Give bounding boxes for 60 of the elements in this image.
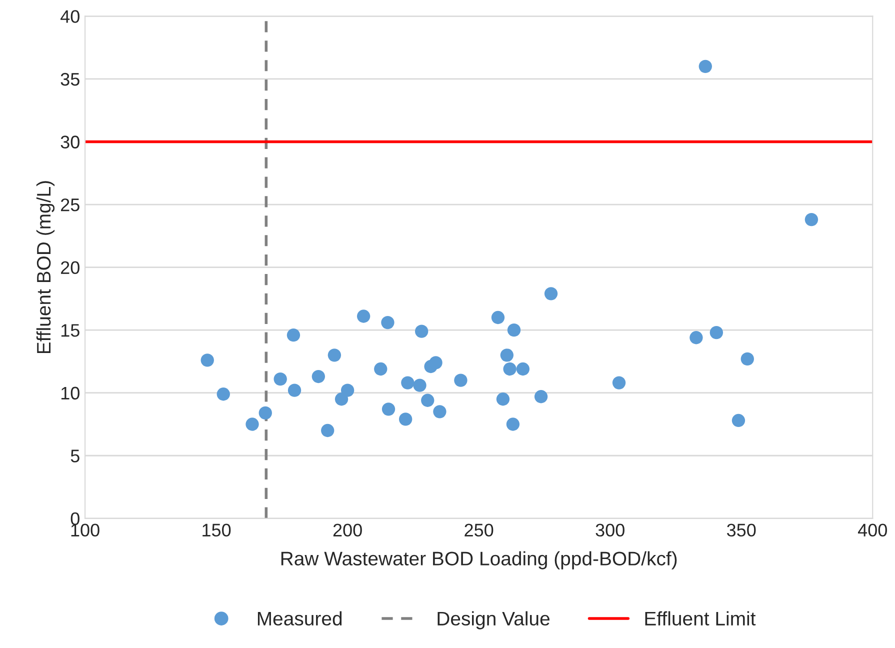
y-tick-label: 25 [60, 198, 80, 212]
x-axis-title: Raw Wastewater BOD Loading (ppd-BOD/kcf) [281, 551, 677, 570]
point [382, 402, 396, 416]
point [340, 384, 354, 397]
point [507, 323, 521, 337]
point [246, 418, 259, 431]
point [612, 376, 626, 390]
x-tick-label: 400 [858, 524, 887, 537]
y-tick-label: 15 [61, 324, 80, 337]
point [398, 412, 412, 426]
point [429, 356, 442, 370]
y-tick-label: 35 [60, 72, 80, 86]
point [216, 388, 230, 401]
point [321, 424, 334, 438]
point [690, 331, 703, 344]
y-tick-label: 5 [70, 450, 80, 462]
point [274, 372, 287, 386]
legend-label: Effluent Limit [645, 611, 756, 626]
x-tick-label: 200 [333, 524, 362, 537]
point [500, 348, 514, 362]
point [433, 405, 446, 418]
point [491, 310, 505, 324]
point [503, 362, 516, 376]
point [740, 352, 754, 366]
point [200, 354, 214, 367]
x-tick-label: 100 [71, 524, 100, 537]
point [312, 370, 326, 384]
x-tick-label: 350 [726, 524, 756, 537]
x-tick-label: 150 [202, 524, 231, 537]
point [506, 418, 520, 431]
y-axis-title: Effluent BOD (mg/L) [36, 181, 55, 354]
point [374, 362, 388, 376]
point [454, 374, 468, 387]
point [381, 316, 394, 330]
point [288, 384, 302, 397]
point [732, 414, 746, 428]
point [804, 213, 818, 226]
point [401, 376, 414, 390]
point [286, 328, 300, 342]
x-tick-label: 300 [596, 524, 624, 537]
point [544, 287, 558, 300]
point [258, 406, 272, 420]
y-tick-label: 20 [60, 261, 80, 274]
y-tick-label: 40 [60, 10, 80, 23]
point [415, 324, 428, 338]
point [710, 326, 724, 340]
point [534, 390, 548, 404]
point [356, 310, 370, 323]
legend-label: Measured [258, 611, 342, 626]
y-tick-label: 30 [60, 136, 80, 148]
point [328, 348, 342, 362]
point [698, 60, 712, 74]
x-tick-label: 250 [464, 524, 494, 537]
y-tick-label: 10 [61, 386, 80, 400]
point [413, 378, 426, 392]
point [516, 362, 530, 376]
legend-label: Design Value [438, 611, 550, 630]
y-tick-label: 0 [70, 512, 80, 526]
point [421, 394, 434, 407]
point [496, 392, 510, 406]
